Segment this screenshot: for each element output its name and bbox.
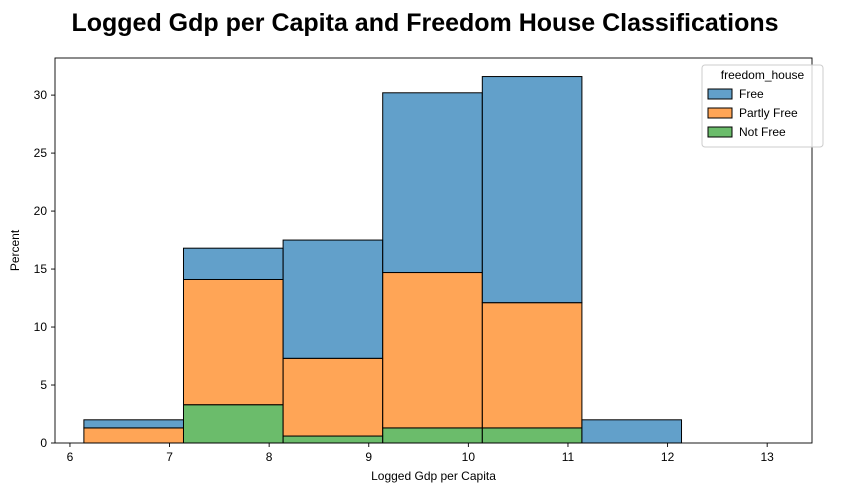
bar-free-bin-4	[481, 76, 583, 304]
bar-not-free-bin-3	[382, 427, 483, 444]
plot-frame	[54, 57, 813, 444]
x-tick-label: 8	[266, 450, 273, 464]
bar-partly-free-bin-1	[182, 278, 284, 406]
bar-partly-free-bin-0	[83, 427, 184, 444]
x-tick-label: 10	[462, 450, 476, 464]
chart-title: Logged Gdp per Capita and Freedom House …	[71, 9, 778, 37]
legend: freedom_house Free Partly Free Not Free	[701, 64, 824, 148]
y-tick-label: 25	[34, 146, 48, 160]
legend-swatch-free	[707, 88, 733, 100]
x-axis-label: Logged Gdp per Capita	[371, 469, 496, 483]
x-tick-label: 6	[67, 450, 74, 464]
y-tick-label: 20	[34, 204, 48, 218]
bar-free-bin-1	[182, 247, 284, 280]
bar-free-bin-2	[282, 239, 384, 359]
x-tick-label: 9	[365, 450, 372, 464]
x-tick-label: 12	[661, 450, 675, 464]
x-tick-label: 13	[760, 450, 774, 464]
y-tick-label: 0	[40, 436, 47, 450]
bar-free-bin-3	[382, 92, 483, 274]
bar-partly-free-bin-3	[382, 272, 483, 429]
bar-not-free-bin-4	[481, 427, 583, 444]
legend-swatch-partly-free	[707, 107, 733, 119]
legend-label-not-free: Not Free	[739, 125, 786, 139]
x-tick-label: 11	[562, 450, 575, 464]
legend-swatch-not-free	[707, 126, 733, 138]
legend-title: freedom_house	[721, 68, 805, 82]
legend-label-partly-free: Partly Free	[739, 106, 798, 120]
bar-not-free-bin-2	[282, 435, 384, 444]
bar-partly-free-bin-2	[282, 357, 384, 437]
bar-not-free-bin-1	[182, 404, 284, 444]
y-axis-label: Percent	[8, 229, 22, 271]
bars-layer	[83, 76, 683, 444]
bar-free-bin-5	[581, 419, 683, 444]
y-tick-label: 30	[34, 88, 48, 102]
y-tick-label: 10	[34, 320, 48, 334]
y-tick-label: 15	[34, 262, 48, 276]
y-axis-ticks: 0 5 10 15 20 25 30	[34, 88, 55, 450]
bar-partly-free-bin-4	[481, 302, 583, 429]
y-tick-label: 5	[40, 378, 47, 392]
legend-label-free: Free	[739, 87, 764, 101]
x-axis-ticks: 6 7 8 9 10 11 12 13	[67, 443, 774, 464]
x-tick-label: 7	[166, 450, 173, 464]
bar-free-bin-0	[83, 419, 184, 429]
